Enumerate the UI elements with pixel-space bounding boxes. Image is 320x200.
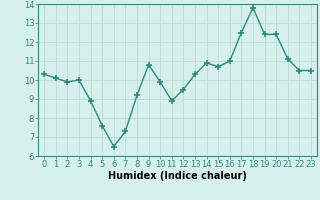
X-axis label: Humidex (Indice chaleur): Humidex (Indice chaleur) xyxy=(108,171,247,181)
